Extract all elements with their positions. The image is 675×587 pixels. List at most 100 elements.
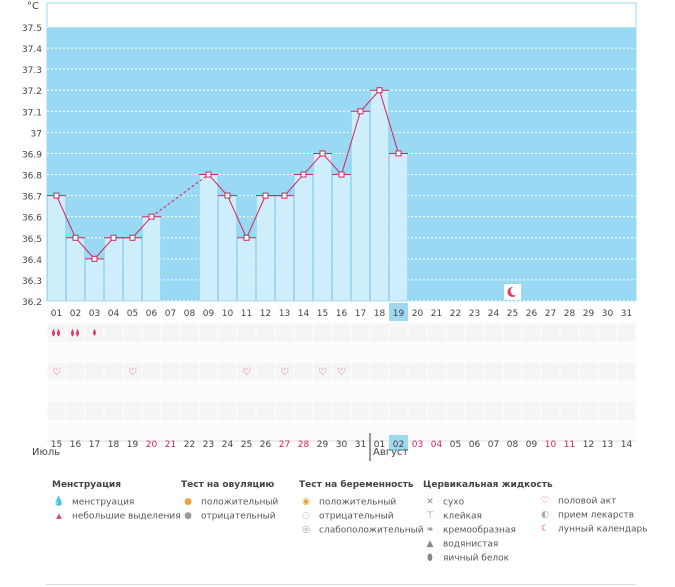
drops-icon: 💧 — [53, 497, 65, 507]
y-tick-label: 37 — [31, 129, 42, 139]
symptom-cell — [255, 322, 276, 343]
symptom-cell — [293, 361, 314, 382]
symptom-cell — [483, 322, 504, 343]
temperature-point — [338, 171, 345, 178]
temperature-line-segment — [284, 174, 304, 196]
symptom-cell — [407, 420, 428, 441]
cycle-day-label: 03 — [89, 309, 100, 319]
symptom-cell — [369, 400, 390, 421]
date-label: 07 — [488, 440, 499, 450]
symptom-cell — [141, 361, 162, 382]
temperature-bar — [218, 195, 237, 302]
symptom-cell — [103, 361, 124, 382]
date-label: 20 — [146, 440, 158, 450]
y-tick-label: 36.7 — [22, 193, 42, 203]
y-tick-label: 36.6 — [22, 214, 42, 224]
symptom-cell — [521, 342, 542, 363]
cycle-day-label: 22 — [450, 309, 461, 319]
symptom-cell — [483, 381, 504, 402]
cycle-day-label: 11 — [241, 309, 252, 319]
symptom-cell — [597, 381, 618, 402]
legend-item: прием лекарств — [558, 510, 635, 521]
symptom-cell — [141, 322, 162, 343]
y-tick-label: 36.4 — [22, 256, 42, 266]
temperature-bar — [85, 258, 104, 302]
cycle-day-label: 30 — [602, 309, 614, 319]
legend-title: Тест на беременность — [299, 480, 414, 490]
symptom-cell — [122, 420, 143, 441]
symptom-cell — [369, 342, 390, 363]
creamy-icon: ❧ — [426, 525, 434, 535]
symptom-cell — [103, 342, 124, 363]
cycle-day-label: 01 — [51, 309, 62, 319]
symptom-cell — [103, 381, 124, 402]
temperature-line-segment — [151, 174, 209, 218]
symptom-cell — [179, 342, 200, 363]
symptom-cell — [274, 381, 295, 402]
date-label: 12 — [583, 440, 594, 450]
symptom-cell — [141, 420, 162, 441]
cycle-day-label: 17 — [355, 309, 366, 319]
symptom-cell — [274, 420, 295, 441]
drop-icon — [76, 328, 79, 337]
symptom-cell — [578, 361, 599, 382]
legend-item: кремообразная — [443, 525, 516, 536]
legend-item: отрицательный — [319, 511, 394, 522]
date-label: 21 — [165, 440, 176, 450]
symptom-cell — [445, 342, 466, 363]
y-tick-label: 36.3 — [22, 277, 42, 287]
legend-pregnancy: Тест на беременность ◉ положительный ○ отр… — [299, 480, 424, 537]
temperature-line-segment — [379, 90, 399, 154]
symptom-cell — [293, 381, 314, 402]
cycle-day-label: 07 — [165, 309, 176, 319]
cycle-day-label: 18 — [374, 309, 386, 319]
symptom-cell — [122, 322, 143, 343]
temperature-bar — [66, 237, 85, 302]
temperature-bar — [123, 237, 142, 302]
symptom-cell — [426, 400, 447, 421]
symptom-cell — [407, 361, 428, 382]
date-label: 09 — [526, 440, 538, 450]
current-date-highlight — [389, 435, 408, 451]
temperature-line-segment — [360, 89, 380, 112]
symptom-cell — [141, 381, 162, 402]
symptom-cell — [445, 381, 466, 402]
heart-icon: ♡ — [52, 367, 61, 378]
symptom-cell — [46, 342, 67, 363]
temperature-line-segment — [56, 195, 76, 238]
symptom-cell — [179, 420, 200, 441]
symptom-cell — [483, 342, 504, 363]
cycle-day-label: 14 — [298, 309, 310, 319]
legend-item: отрицательный — [201, 511, 276, 522]
cycle-day-label: 04 — [108, 309, 120, 319]
symptom-cell — [217, 342, 238, 363]
symptom-cell — [65, 420, 86, 441]
symptom-cell — [616, 381, 637, 402]
symptom-cell — [540, 381, 561, 402]
drop-icon — [52, 328, 55, 337]
circle-orange-icon: ● — [184, 497, 192, 507]
symptom-cell — [160, 420, 181, 441]
symptom-cell — [198, 322, 219, 343]
cycle-day-label: 08 — [184, 309, 196, 319]
pregnancy-negative-icon: ○ — [302, 511, 310, 521]
cycle-day-label: 28 — [564, 309, 576, 319]
drop-icon: ▲ — [56, 512, 62, 520]
symptom-cell — [84, 381, 105, 402]
symptom-cell — [255, 361, 276, 382]
legend-cervical: Цервикальная жидкость ✕ сухо ⊤ клейкая ❧ кр… — [423, 480, 553, 565]
date-label: 14 — [621, 440, 633, 450]
symptom-cell — [312, 381, 333, 402]
symptom-cell — [293, 420, 314, 441]
date-label: 27 — [279, 440, 290, 450]
temperature-chart: °C 37.5 37.4 37.3 37.2 37.1 37 36.9 36.8 36.7 36.6… — [22, 1, 637, 461]
cycle-day-label: 29 — [583, 309, 595, 319]
symptom-cell — [46, 400, 67, 421]
symptom-cell — [236, 342, 257, 363]
pregnancy-positive-icon: ◉ — [302, 497, 310, 507]
heart-icon: ♡ — [128, 367, 137, 378]
symptom-cell — [559, 322, 580, 343]
symptom-cell — [426, 381, 447, 402]
legend-item: лунный календарь — [558, 524, 648, 535]
temperature-point — [319, 150, 326, 157]
